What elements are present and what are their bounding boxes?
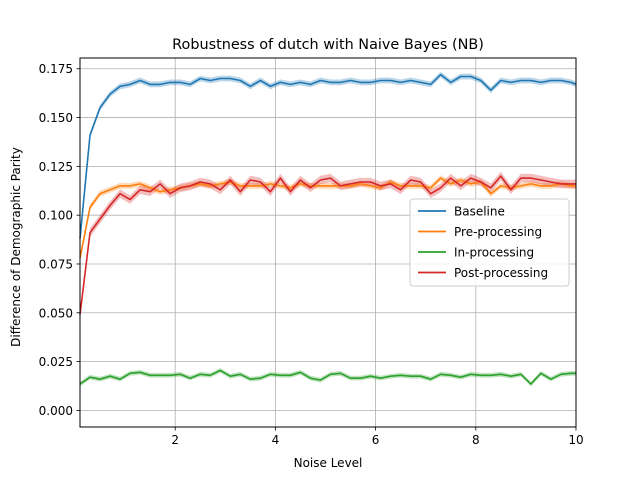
y-tick-label: 0.150	[39, 111, 73, 125]
x-axis-ticks: 2 4 6 8 10	[171, 427, 584, 447]
legend-label-in-processing: In-processing	[454, 246, 534, 260]
legend-label-post-processing: Post-processing	[454, 266, 548, 280]
y-axis-ticks: 0.000 0.025 0.050 0.075 0.100 0.125 0.150 0.175	[39, 62, 80, 418]
y-tick-label: 0.125	[39, 160, 73, 174]
confidence-bands	[80, 71, 576, 387]
x-tick-label: 8	[472, 433, 480, 447]
y-tick-label: 0.000	[39, 404, 73, 418]
y-tick-label: 0.025	[39, 355, 73, 369]
y-tick-label: 0.075	[39, 257, 73, 271]
x-axis-title: Noise Level	[294, 456, 363, 470]
x-tick-label: 10	[568, 433, 583, 447]
baseline-line	[79, 73, 577, 239]
legend-label-baseline: Baseline	[454, 205, 505, 219]
y-axis-title: Difference of Demographic Parity	[9, 147, 23, 347]
y-tick-label: 0.100	[39, 209, 73, 223]
legend-label-pre-processing: Pre-processing	[454, 225, 542, 239]
y-tick-label: 0.050	[39, 306, 73, 320]
legend: Baseline Pre-processing In-processing Post-…	[409, 198, 570, 287]
plot-frame	[79, 57, 577, 428]
x-tick-label: 2	[171, 433, 179, 447]
pre-processing-line	[79, 177, 576, 259]
series-lines	[79, 73, 577, 385]
legend-box	[409, 198, 570, 287]
x-tick-label: 6	[372, 433, 380, 447]
in-processing-line	[79, 369, 576, 385]
y-tick-label: 0.175	[39, 62, 73, 76]
x-tick-label: 4	[272, 433, 280, 447]
pre-processing-band	[80, 175, 576, 261]
post-processing-line	[79, 175, 576, 315]
in-processing-band	[80, 368, 576, 387]
chart-title: Robustness of dutch with Naive Bayes (NB…	[172, 37, 484, 53]
